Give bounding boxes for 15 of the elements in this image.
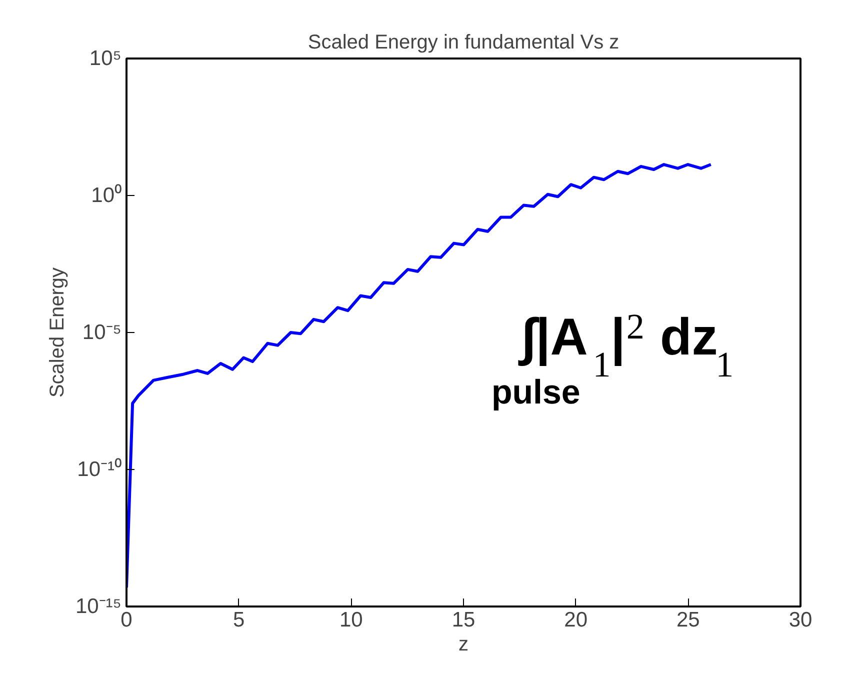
x-tick-label: 15 [452, 608, 476, 632]
y-tick-label: 10⁵ [89, 47, 122, 70]
x-tick-label: 30 [788, 608, 812, 632]
x-tick-label: 20 [564, 608, 588, 632]
x-axis-title: z [458, 634, 468, 656]
y-tick-label: 10⁻¹⁵ [75, 595, 122, 618]
x-tick-label: 5 [232, 608, 245, 632]
y-tick-label: 10⁻¹⁰ [77, 458, 122, 481]
x-tick-label: 25 [676, 608, 700, 632]
x-tick-label: 10 [339, 608, 363, 632]
y-tick-label: 10⁰ [91, 184, 122, 207]
y-axis-title: Scaled Energy [46, 267, 68, 398]
y-tick-label: 10⁻⁵ [82, 321, 122, 344]
chart-title: Scaled Energy in fundamental Vs z [308, 32, 620, 54]
x-tick-label: 0 [120, 608, 132, 632]
